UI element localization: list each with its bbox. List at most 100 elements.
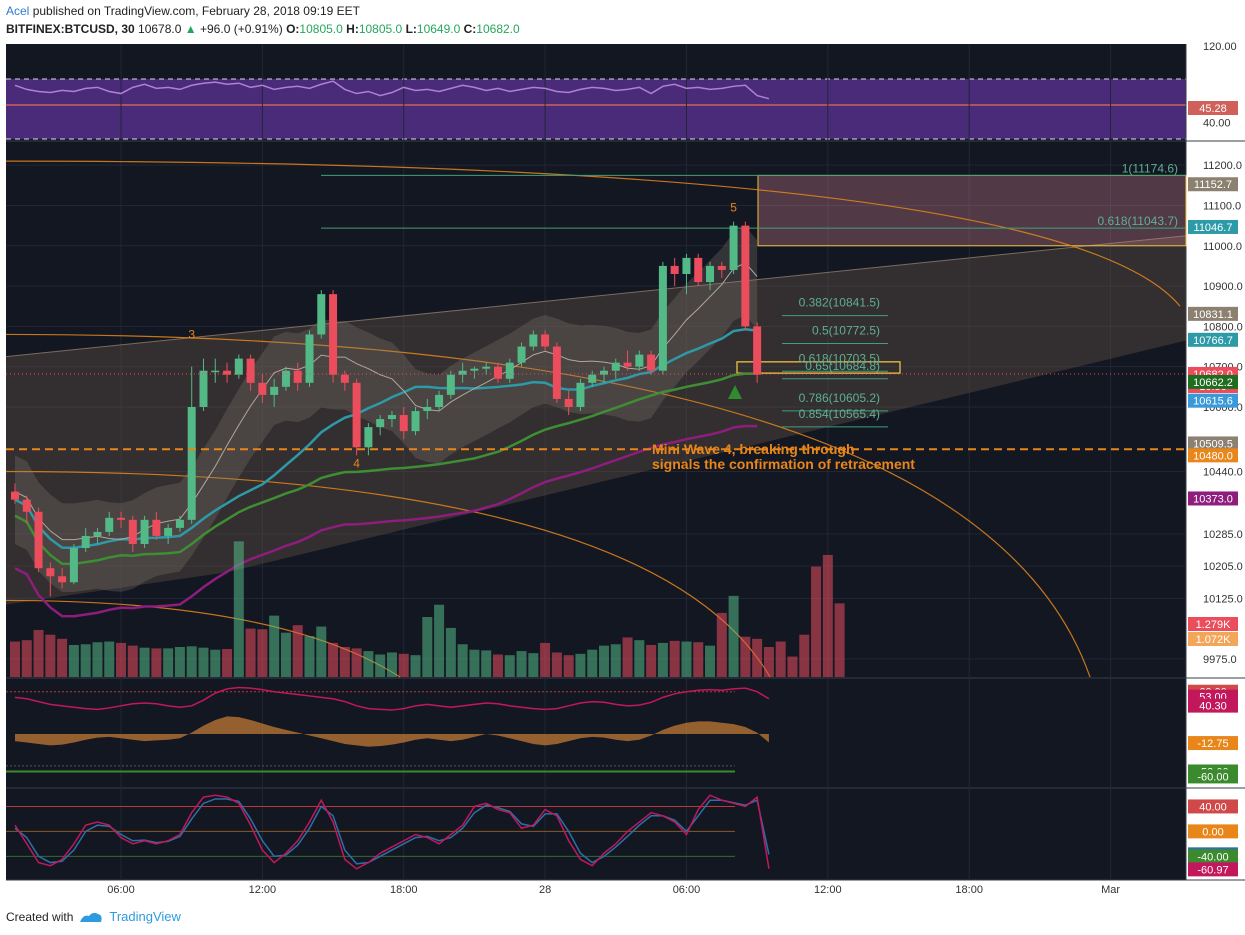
target-zone-box: [757, 174, 1187, 247]
symbol-name[interactable]: BITFINEX:BTCUSD, 30: [6, 22, 135, 36]
price-tag: [1188, 436, 1238, 451]
volume-bar: [752, 638, 763, 677]
close-label: C:: [463, 22, 477, 36]
stoch-k-line: [14, 794, 770, 870]
momentum-line: [14, 686, 770, 711]
candle-body: [81, 535, 90, 549]
stoch-tag: [1188, 862, 1238, 877]
volume-tag: [1188, 617, 1238, 631]
stoch-tag-label: -40.00: [1197, 851, 1228, 863]
candle-body: [376, 419, 385, 428]
ema-mid-line: [14, 372, 758, 566]
candle-body: [505, 362, 514, 379]
footer: Created with TradingView: [6, 909, 181, 924]
volume-bar: [222, 649, 233, 677]
stoch-tag-label: 0.00: [1202, 826, 1223, 838]
wave-label: 3: [188, 327, 195, 341]
volume-bar: [634, 640, 645, 677]
volume-bar: [540, 642, 551, 677]
candle-body: [175, 519, 184, 528]
price-tag-label: 11152.7: [1194, 179, 1232, 191]
candle-body: [329, 294, 338, 375]
candle-body: [446, 374, 455, 395]
rsi-line: [14, 80, 770, 100]
fib-label: 0.786(10605.2): [799, 391, 880, 405]
volume-bar: [68, 644, 79, 677]
volume-bar: [269, 615, 280, 677]
tradingview-link[interactable]: TradingView: [109, 909, 181, 924]
candle-body: [69, 548, 78, 583]
rsi-band: [6, 79, 1186, 139]
volume-tag-label: 1.072K: [1196, 634, 1232, 646]
sma-line: [14, 262, 758, 541]
volume-bar: [693, 642, 704, 677]
volume-bar: [233, 541, 244, 677]
close-value: 10682.0: [476, 22, 520, 36]
time-axis-label: 12:00: [814, 884, 842, 896]
volume-bar: [386, 652, 397, 677]
volume-bar: [469, 649, 480, 677]
volume-bar: [716, 612, 727, 677]
stoch-tag: [1188, 824, 1238, 839]
candle-body: [564, 398, 573, 407]
price-tag: [1188, 332, 1238, 347]
time-axis-label: 12:00: [249, 884, 277, 896]
price-axis-label: 10285.0: [1203, 529, 1243, 541]
volatility-band: [15, 226, 758, 593]
candle-body: [576, 382, 585, 407]
author-link[interactable]: Acel: [6, 4, 30, 18]
volume-bar: [504, 655, 515, 677]
volume-bar: [551, 652, 562, 677]
momentum-tag-label: -12.75: [1197, 738, 1228, 750]
volume-bar: [151, 648, 162, 677]
candle-body: [164, 527, 173, 536]
volume-bar: [799, 634, 810, 677]
volume-bar: [80, 644, 91, 677]
up-triangle-icon: ▲: [184, 22, 197, 36]
publish-text: published on TradingView.com, February 2…: [32, 4, 361, 18]
volume-bar: [21, 640, 32, 677]
volume-bar: [610, 644, 621, 677]
candle-body: [623, 362, 632, 367]
price-axis-label: 11200.0: [1203, 160, 1242, 172]
candle-body: [552, 346, 561, 399]
volume-bar: [434, 604, 445, 677]
price-tag-label: 10480.0: [1193, 450, 1233, 462]
rsi-value-label: 45.28: [1199, 103, 1227, 115]
volume-bar: [33, 629, 44, 677]
candle-body: [128, 519, 137, 545]
volume-bar: [834, 603, 845, 677]
time-axis-label: 18:00: [390, 884, 418, 896]
price-tag-label: 10373.0: [1193, 493, 1233, 505]
open-label: O:: [286, 22, 300, 36]
buy-signal-triangle-icon: [728, 385, 742, 399]
price-tag: [1188, 177, 1238, 192]
volume-bar: [292, 625, 303, 677]
candle-body: [694, 257, 703, 283]
volume-bar: [657, 642, 668, 677]
volume-bar: [257, 629, 268, 677]
volume-bar: [681, 641, 692, 677]
volume-bar: [763, 647, 774, 677]
price-axis-label: 10125.0: [1203, 593, 1243, 605]
candle-body: [635, 354, 644, 367]
symbol-info: BITFINEX:BTCUSD, 30 10678.0 ▲ +96.0 (+0.…: [6, 22, 520, 36]
volume-bar: [304, 636, 315, 677]
fib-fan-arc: [5, 333, 1091, 678]
annotation-text-line1: Mini Wave 4, breaking through: [652, 441, 855, 457]
volume-bar: [575, 653, 586, 677]
momentum-tag: [1188, 698, 1238, 713]
candle-body: [647, 354, 656, 371]
low-label: L:: [405, 22, 417, 36]
candle-body: [152, 519, 161, 536]
candle-body: [670, 265, 679, 274]
volume-bar: [445, 627, 456, 677]
high-label: H:: [346, 22, 359, 36]
volume-bar: [787, 656, 798, 677]
candle-body: [140, 519, 149, 545]
price-change: +96.0 (+0.91%): [200, 22, 283, 36]
price-axis-label: 10900.0: [1203, 281, 1243, 293]
trend-line-upper: [5, 235, 1187, 358]
time-axis-label: 18:00: [955, 884, 983, 896]
